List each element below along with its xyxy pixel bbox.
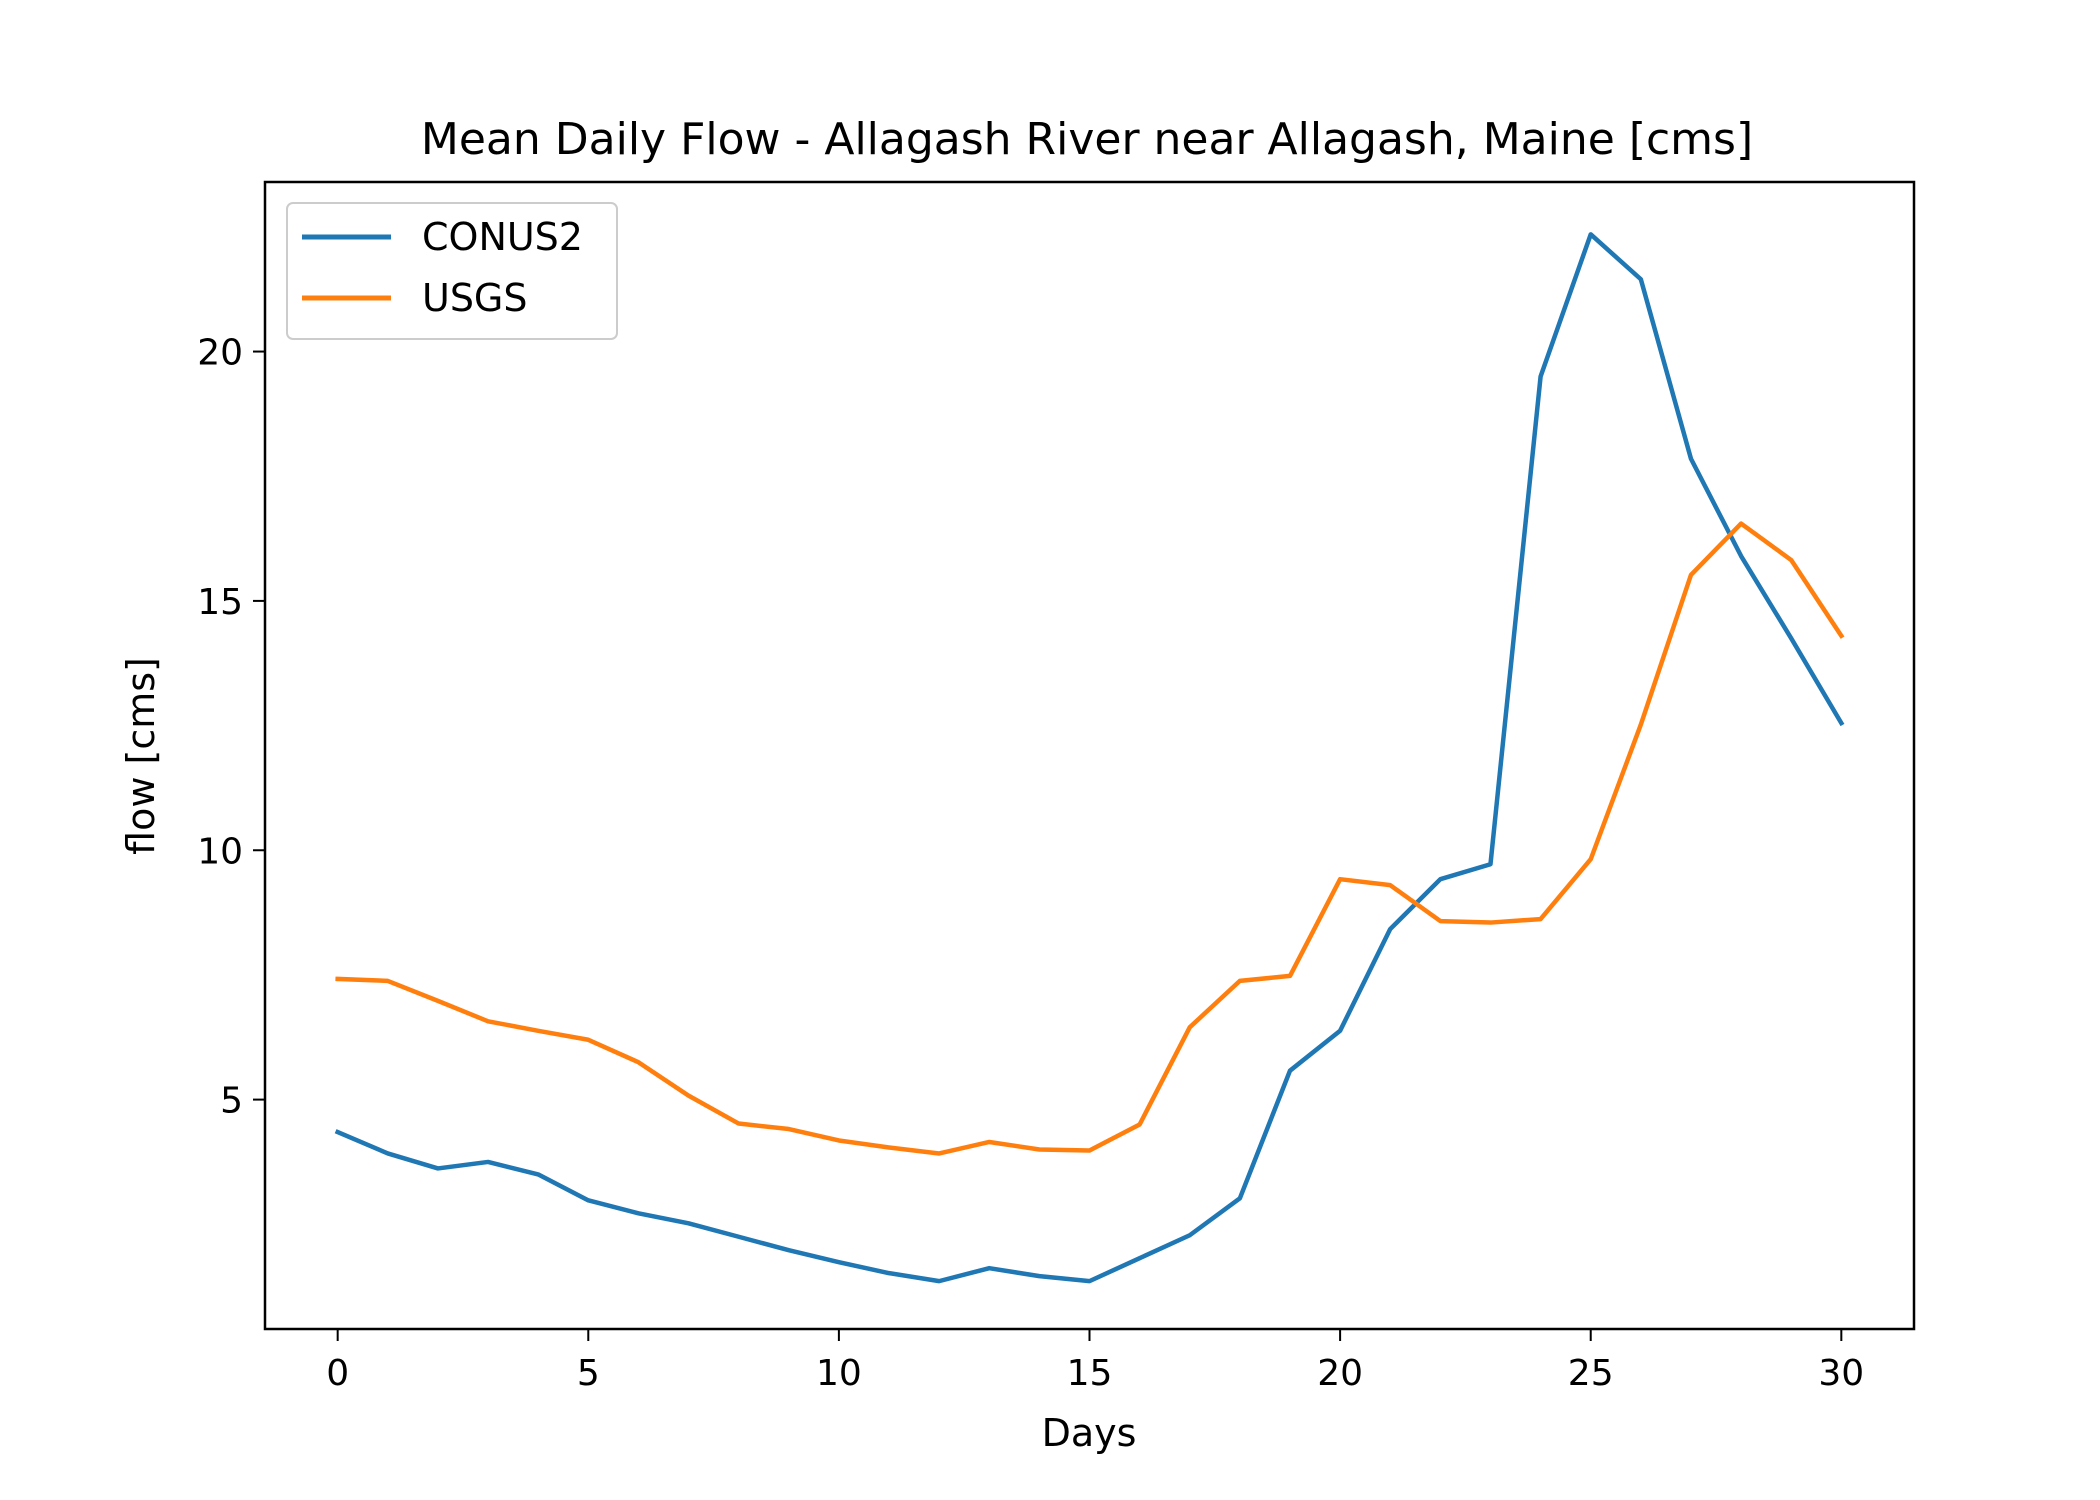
- data-point-usgs: [1037, 1147, 1042, 1152]
- data-point-usgs: [736, 1121, 741, 1126]
- series-line-conus2: [334, 232, 1845, 1284]
- x-tick-label: 0: [326, 1353, 349, 1394]
- data-point-usgs: [1688, 572, 1693, 577]
- data-point-conus2: [836, 1260, 841, 1265]
- data-point-usgs: [1789, 558, 1794, 563]
- data-point-conus2: [736, 1234, 741, 1239]
- data-point-usgs: [1237, 978, 1242, 983]
- data-point-conus2: [486, 1159, 491, 1164]
- data-point-conus2: [937, 1279, 942, 1284]
- x-tick-label: 20: [1317, 1353, 1363, 1394]
- data-point-usgs: [887, 1145, 892, 1150]
- data-point-usgs: [836, 1138, 841, 1143]
- data-point-usgs: [1638, 722, 1643, 727]
- series-layer: [334, 232, 1845, 1284]
- y-tick-label: 15: [197, 582, 243, 623]
- data-point-conus2: [1638, 277, 1643, 282]
- data-point-conus2: [586, 1198, 591, 1203]
- data-point-conus2: [1839, 721, 1844, 726]
- y-tick-label: 5: [220, 1081, 243, 1122]
- data-point-conus2: [335, 1130, 340, 1135]
- data-point-conus2: [1287, 1068, 1292, 1073]
- data-point-usgs: [1287, 973, 1292, 978]
- data-point-usgs: [1438, 919, 1443, 924]
- data-point-usgs: [435, 998, 440, 1003]
- x-axis-label: Days: [1042, 1411, 1137, 1455]
- data-point-conus2: [1237, 1196, 1242, 1201]
- data-point-conus2: [385, 1151, 390, 1156]
- data-point-conus2: [1087, 1279, 1092, 1284]
- y-tick-label: 20: [197, 333, 243, 374]
- data-point-usgs: [1388, 883, 1393, 888]
- x-tick-label: 25: [1568, 1353, 1614, 1394]
- data-point-conus2: [1688, 456, 1693, 461]
- y-axis: 5 10 15 20: [197, 333, 265, 1122]
- legend-label-usgs: USGS: [422, 276, 528, 320]
- data-point-usgs: [1187, 1025, 1192, 1030]
- data-point-usgs: [586, 1037, 591, 1042]
- data-point-conus2: [1388, 927, 1393, 932]
- y-tick-label: 10: [197, 831, 243, 872]
- data-point-conus2: [1137, 1256, 1142, 1261]
- data-point-conus2: [1187, 1233, 1192, 1238]
- data-point-usgs: [1538, 917, 1543, 922]
- x-axis: 0 5 10 15 20 25 30: [326, 1329, 1864, 1394]
- data-point-conus2: [1488, 862, 1493, 867]
- x-tick-label: 30: [1818, 1353, 1864, 1394]
- y-axis-label: flow [cms]: [119, 657, 163, 855]
- data-point-usgs: [686, 1093, 691, 1098]
- data-point-conus2: [1338, 1028, 1343, 1033]
- data-point-conus2: [1037, 1274, 1042, 1279]
- legend: CONUS2 USGS: [286, 202, 618, 340]
- data-point-usgs: [385, 978, 390, 983]
- data-point-usgs: [335, 976, 340, 981]
- data-point-usgs: [987, 1139, 992, 1144]
- data-point-conus2: [1789, 636, 1794, 641]
- x-tick-label: 5: [577, 1353, 600, 1394]
- data-point-usgs: [786, 1127, 791, 1132]
- data-point-usgs: [1839, 633, 1844, 638]
- data-point-conus2: [1438, 877, 1443, 882]
- data-point-conus2: [1588, 232, 1593, 237]
- series-line-usgs: [335, 521, 1845, 1156]
- data-point-usgs: [1488, 920, 1493, 925]
- data-point-conus2: [786, 1248, 791, 1253]
- data-point-usgs: [636, 1060, 641, 1065]
- data-point-usgs: [486, 1019, 491, 1024]
- data-point-usgs: [1588, 857, 1593, 862]
- data-point-usgs: [536, 1028, 541, 1033]
- legend-label-conus2: CONUS2: [422, 215, 583, 259]
- data-point-usgs: [1739, 521, 1744, 526]
- data-point-conus2: [435, 1166, 440, 1171]
- data-point-conus2: [686, 1221, 691, 1226]
- chart-title: Mean Daily Flow - Allagash River near Al…: [421, 114, 1753, 165]
- data-point-conus2: [1739, 554, 1744, 559]
- x-tick-label: 10: [816, 1353, 862, 1394]
- data-point-usgs: [1137, 1122, 1142, 1127]
- data-point-conus2: [536, 1172, 541, 1177]
- x-tick-label: 15: [1067, 1353, 1113, 1394]
- data-point-usgs: [937, 1151, 942, 1156]
- plot-area-frame: [263, 180, 1916, 1331]
- data-point-conus2: [1538, 374, 1543, 379]
- data-point-usgs: [1087, 1148, 1092, 1153]
- data-point-conus2: [636, 1211, 641, 1216]
- data-point-conus2: [887, 1271, 892, 1276]
- data-point-conus2: [987, 1266, 992, 1271]
- data-point-usgs: [1338, 877, 1343, 882]
